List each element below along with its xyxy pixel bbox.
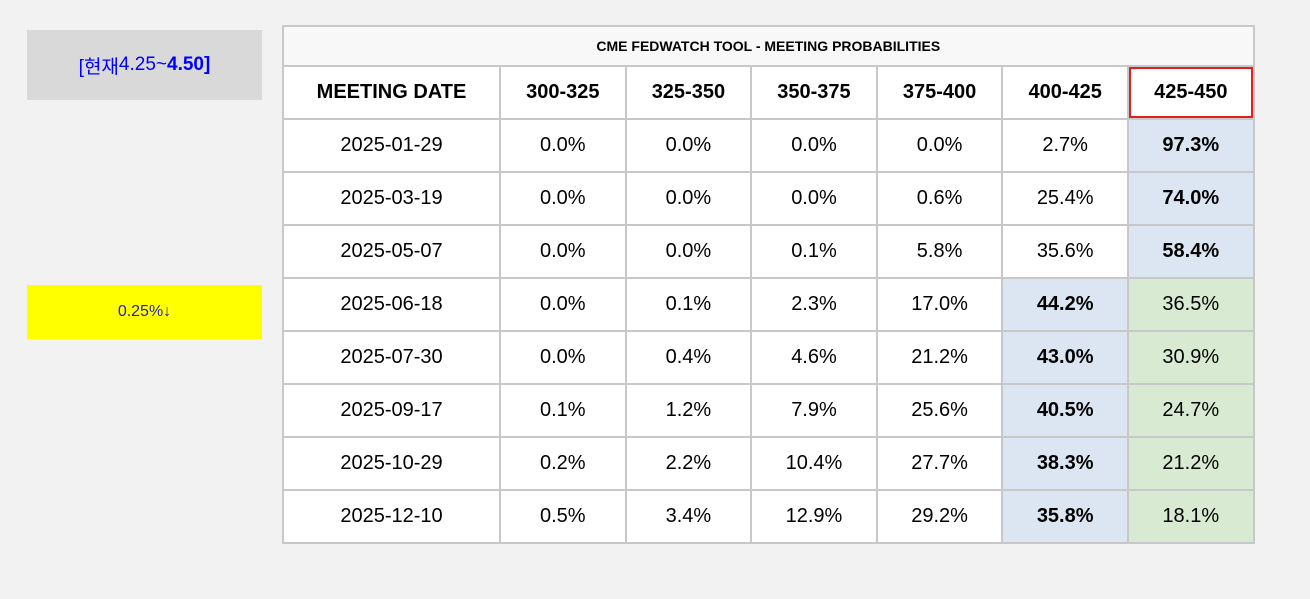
table-row: 2025-05-07 0.0% 0.0% 0.1% 5.8% 35.6% 58.4% [282,224,1255,279]
probability-cell: 97.3% [1126,118,1255,173]
table-row: 2025-09-17 0.1% 1.2% 7.9% 25.6% 40.5% 24.7% [282,383,1255,438]
fedwatch-table-container: CME FEDWATCH TOOL - MEETING PROBABILITIE… [282,25,1255,544]
probability-cell: 0.0% [499,277,627,332]
probability-cell: 44.2% [1001,277,1129,332]
current-rate-high: 4.50] [167,54,211,75]
column-header-rate-325-350: 325-350 [624,65,753,120]
column-header-rate-350-375: 350-375 [750,65,878,120]
probability-cell: 0.0% [875,118,1004,173]
table-row: 2025-03-19 0.0% 0.0% 0.0% 0.6% 25.4% 74.0% [282,171,1255,226]
current-rate-low: 4.25~ [118,54,167,75]
probability-cell: 0.5% [499,489,627,544]
table-title: CME FEDWATCH TOOL - MEETING PROBABILITIE… [282,25,1255,67]
probability-cell: 0.0% [624,171,753,226]
probability-cell: 3.4% [624,489,753,544]
meeting-date-cell: 2025-09-17 [282,383,501,438]
probability-cell: 4.6% [750,330,878,385]
probability-cell: 58.4% [1126,224,1255,279]
probability-cell: 5.8% [875,224,1004,279]
meeting-date-cell: 2025-12-10 [282,489,501,544]
probability-cell: 17.0% [875,277,1004,332]
rate-cut-label: 0.25%↓ [27,285,262,339]
probability-cell: 0.0% [499,224,627,279]
probability-cell: 0.1% [624,277,753,332]
probability-cell: 2.7% [1001,118,1129,173]
probability-cell: 29.2% [875,489,1004,544]
probability-cell: 0.2% [499,436,627,491]
column-header-rate-425-450: 425-450 [1126,65,1255,120]
table-row: 2025-01-29 0.0% 0.0% 0.0% 0.0% 2.7% 97.3% [282,118,1255,173]
probability-cell: 30.9% [1126,330,1255,385]
meeting-date-cell: 2025-10-29 [282,436,501,491]
probability-cell: 0.0% [624,118,753,173]
rate-cut-text: 0.25%↓ [117,303,172,320]
probability-cell: 38.3% [1001,436,1129,491]
probability-cell: 40.5% [1001,383,1129,438]
table-row: 2025-07-30 0.0% 0.4% 4.6% 21.2% 43.0% 30.9% [282,330,1255,385]
probability-cell: 24.7% [1126,383,1255,438]
probability-cell: 0.0% [499,330,627,385]
probability-cell: 7.9% [750,383,878,438]
column-header-rate-400-425: 400-425 [1001,65,1129,120]
probability-cell: 36.5% [1126,277,1255,332]
probability-cell: 25.6% [875,383,1004,438]
current-rate-prefix: [현재 [78,56,119,78]
probability-cell: 12.9% [750,489,878,544]
probability-cell: 21.2% [1126,436,1255,491]
probability-cell: 74.0% [1126,171,1255,226]
probability-cell: 43.0% [1001,330,1129,385]
probability-cell: 0.0% [624,224,753,279]
table-row: 2025-12-10 0.5% 3.4% 12.9% 29.2% 35.8% 18.1% [282,489,1255,544]
probability-cell: 0.0% [750,171,878,226]
meeting-date-cell: 2025-07-30 [282,330,501,385]
probability-cell: 0.0% [499,171,627,226]
probability-cell: 0.1% [750,224,878,279]
meeting-date-cell: 2025-03-19 [282,171,501,226]
probability-cell: 35.8% [1001,489,1129,544]
probability-cell: 21.2% [875,330,1004,385]
probability-cell: 0.6% [875,171,1004,226]
meeting-date-cell: 2025-06-18 [282,277,501,332]
probability-cell: 35.6% [1001,224,1129,279]
fedwatch-probability-table: CME FEDWATCH TOOL - MEETING PROBABILITIE… [282,25,1255,544]
meeting-date-cell: 2025-05-07 [282,224,501,279]
probability-cell: 0.1% [499,383,627,438]
meeting-date-cell: 2025-01-29 [282,118,501,173]
probability-cell: 2.2% [624,436,753,491]
probability-cell: 0.0% [750,118,878,173]
probability-cell: 2.3% [750,277,878,332]
probability-cell: 27.7% [875,436,1004,491]
column-header-rate-375-400: 375-400 [875,65,1004,120]
table-row: 2025-06-18 0.0% 0.1% 2.3% 17.0% 44.2% 36.5% [282,277,1255,332]
current-rate-label: [현재 4.25~ 4.50] [27,30,262,100]
column-header-rate-300-325: 300-325 [499,65,627,120]
probability-cell: 0.4% [624,330,753,385]
probability-cell: 25.4% [1001,171,1129,226]
table-row: 2025-10-29 0.2% 2.2% 10.4% 27.7% 38.3% 21.2% [282,436,1255,491]
column-header-meeting-date: MEETING DATE [282,65,501,120]
probability-cell: 10.4% [750,436,878,491]
probability-cell: 1.2% [624,383,753,438]
probability-cell: 18.1% [1126,489,1255,544]
probability-cell: 0.0% [499,118,627,173]
